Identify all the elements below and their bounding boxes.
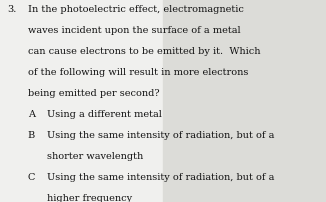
Text: C: C <box>28 173 35 182</box>
Text: can cause electrons to be emitted by it.  Which: can cause electrons to be emitted by it.… <box>28 47 260 56</box>
Text: being emitted per second?: being emitted per second? <box>28 89 159 98</box>
Bar <box>163 0 326 202</box>
Text: B: B <box>28 131 35 140</box>
Text: Using the same intensity of radiation, but of a: Using the same intensity of radiation, b… <box>47 173 274 182</box>
Text: of the following will result in more electrons: of the following will result in more ele… <box>28 68 248 77</box>
Text: 3.: 3. <box>7 5 17 14</box>
Text: shorter wavelength: shorter wavelength <box>47 152 143 161</box>
Text: In the photoelectric effect, electromagnetic: In the photoelectric effect, electromagn… <box>28 5 244 14</box>
Text: A: A <box>28 110 35 119</box>
Text: Using the same intensity of radiation, but of a: Using the same intensity of radiation, b… <box>47 131 274 140</box>
Text: waves incident upon the surface of a metal: waves incident upon the surface of a met… <box>28 26 240 35</box>
Text: higher frequency: higher frequency <box>47 194 132 202</box>
Text: Using a different metal: Using a different metal <box>47 110 162 119</box>
